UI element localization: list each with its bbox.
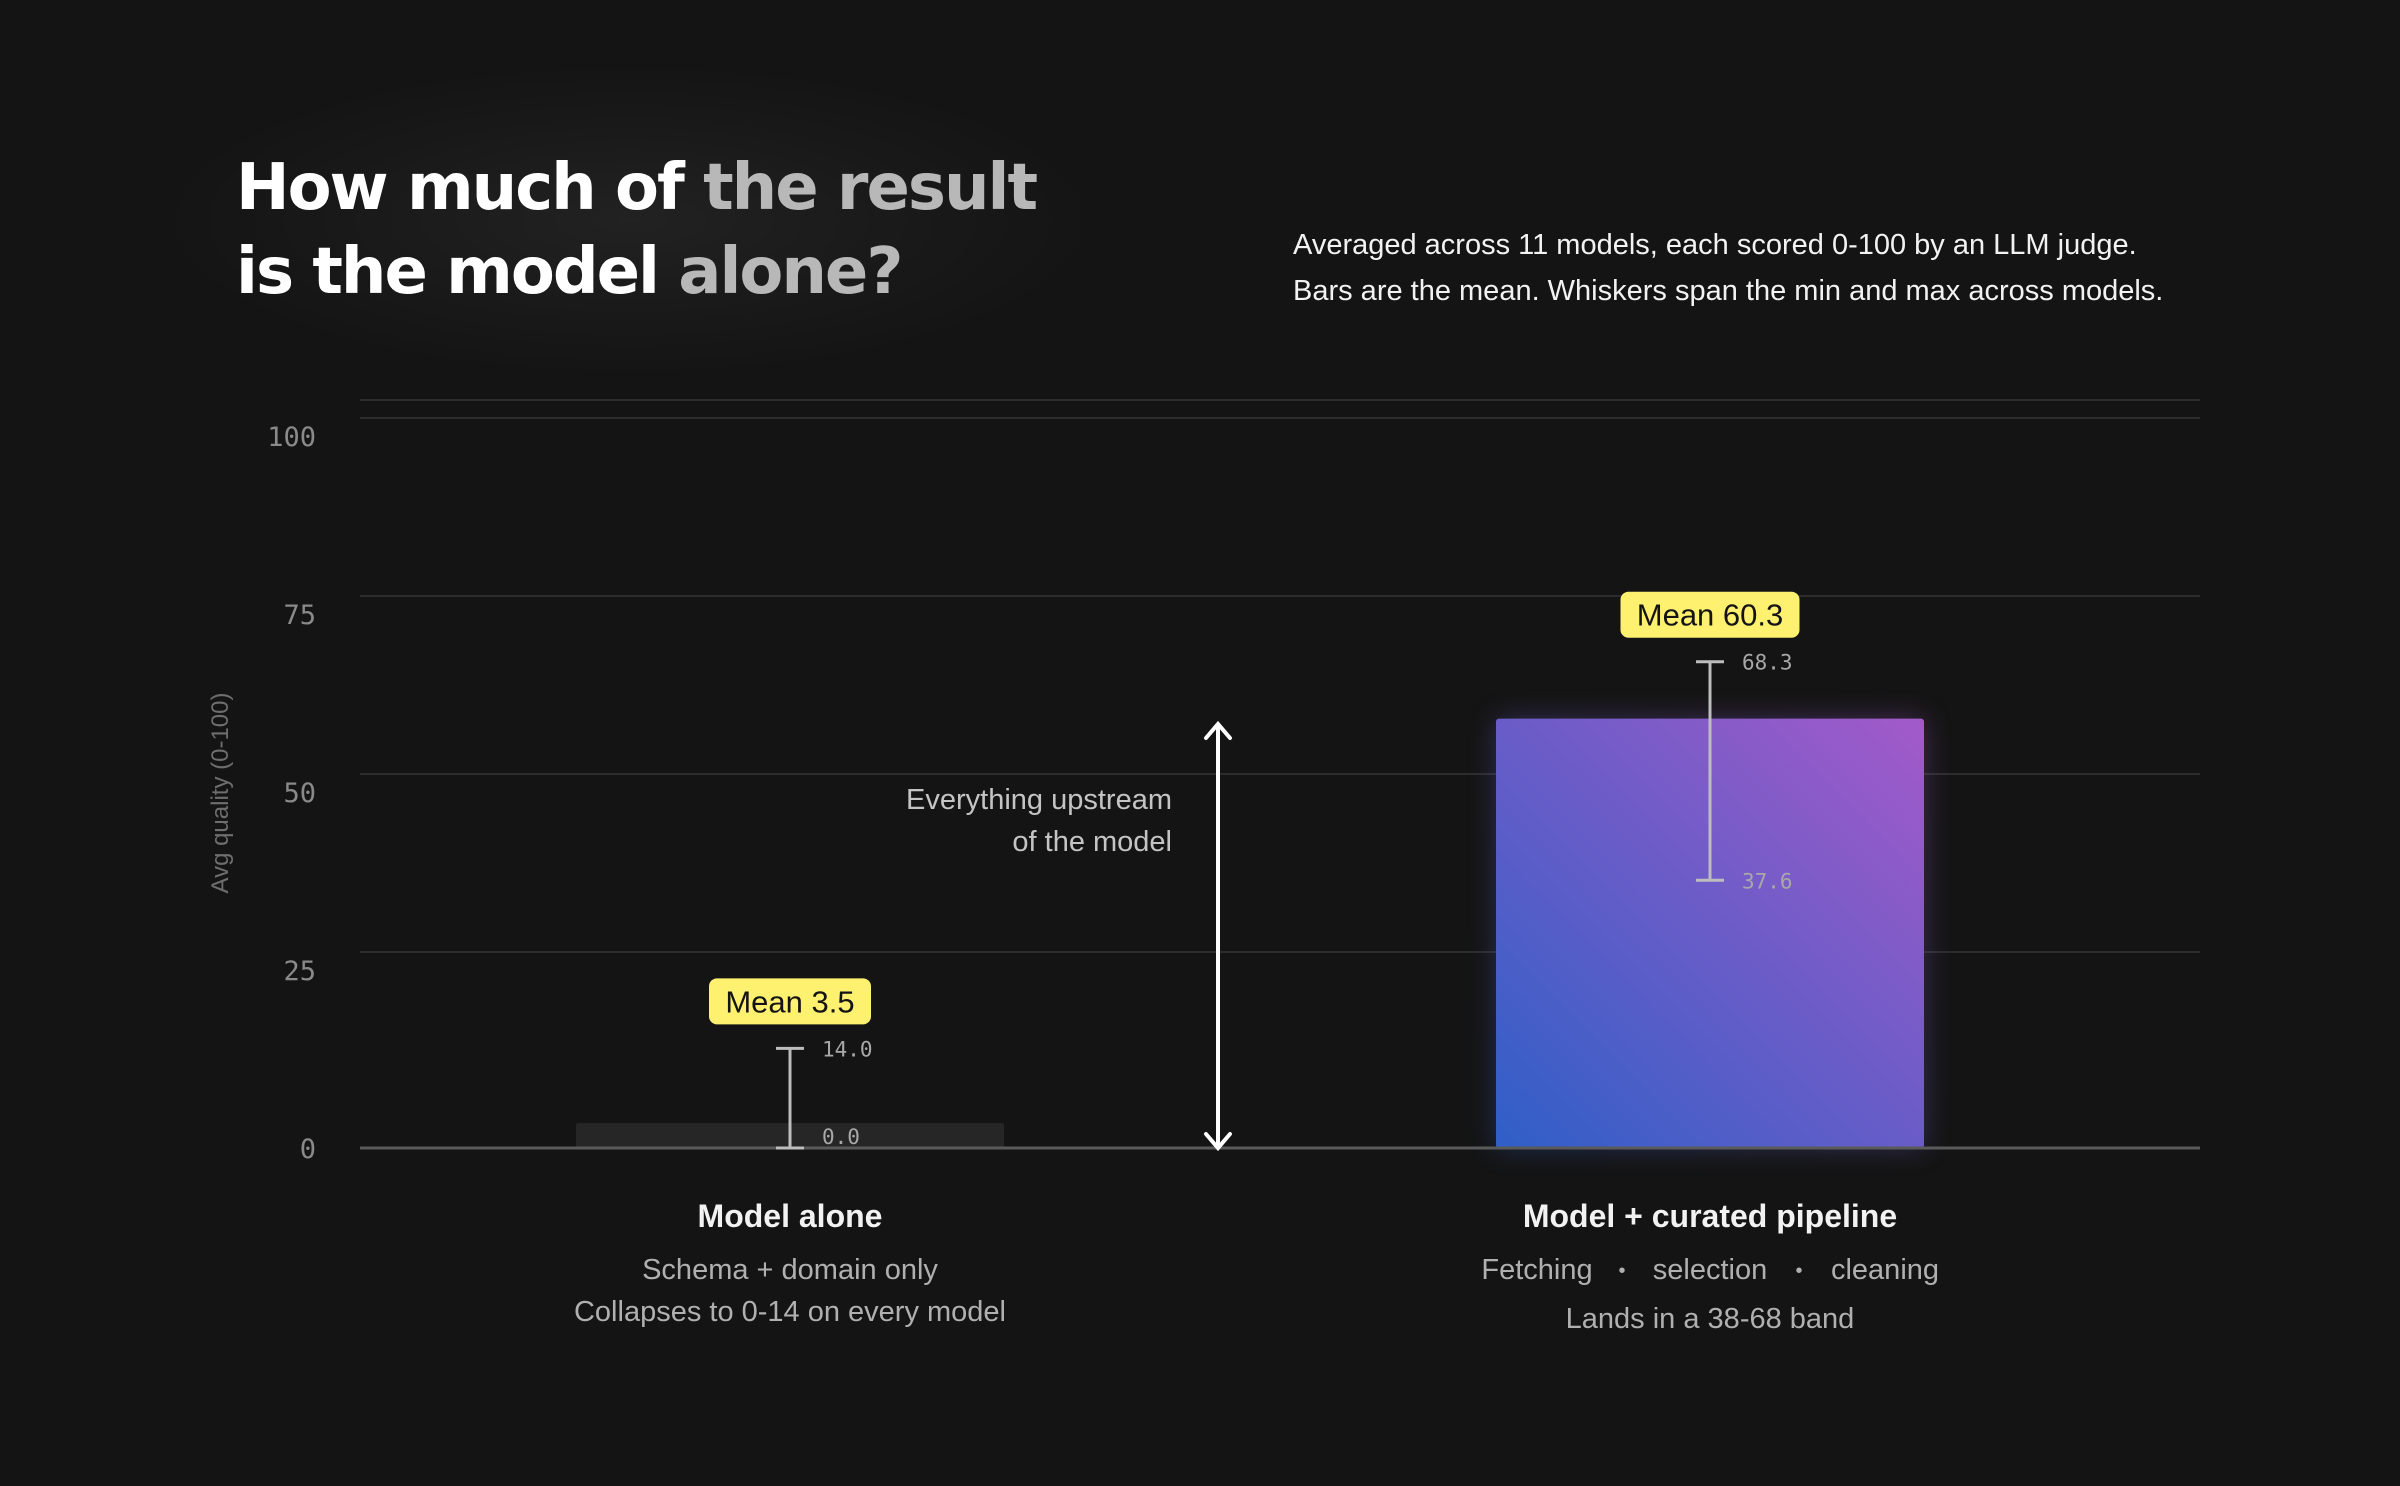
y-tick-label: 100 <box>267 422 316 453</box>
mean-badge-label: Mean 60.3 <box>1637 598 1784 633</box>
caption-separator: • <box>1618 1260 1625 1282</box>
category-title: Model + curated pipeline <box>1523 1198 1897 1234</box>
upstream-annotation: Everything upstream <box>906 784 1172 816</box>
mean-badge <box>1620 591 1800 638</box>
whisker-min-label: 37.6 <box>1742 869 1793 893</box>
y-axis-label: Avg quality (0-100) <box>207 693 234 894</box>
y-tick-label: 75 <box>283 600 316 631</box>
y-axis-ticks: 0 25 50 75 100 Avg quality (0-100) <box>207 422 316 1165</box>
whiskers: 14.0 0.0 68.3 37.6 <box>776 651 1793 1150</box>
title-line-2-bright: is the model <box>236 235 660 309</box>
whisker-min-label: 0.0 <box>822 1125 860 1149</box>
category-caption: Collapses to 0-14 on every model <box>574 1296 1006 1328</box>
title-line-1-dim: the result <box>682 151 1038 225</box>
subtitle-line-2: Bars are the mean. Whiskers span the min… <box>1293 275 2164 307</box>
y-tick-label: 50 <box>283 778 316 809</box>
caption-item: cleaning <box>1831 1254 1939 1286</box>
upstream-arrow-head-top <box>1204 720 1232 740</box>
y-tick-label: 25 <box>283 956 316 987</box>
mean-badge-label: Mean 3.5 <box>725 984 854 1019</box>
category-caption: Schema + domain only <box>642 1254 938 1286</box>
category-caption: Lands in a 38-68 band <box>1566 1303 1855 1335</box>
title-line-2-dim: alone? <box>657 235 903 309</box>
title-line-1-bright: How much of <box>236 151 685 225</box>
subtitle-line-1: Averaged across 11 models, each scored 0… <box>1293 229 2137 261</box>
chart-subtitle: Averaged across 11 models, each scored 0… <box>1293 222 2163 314</box>
whisker-max-label: 68.3 <box>1742 651 1793 675</box>
y-tick-label: 0 <box>300 1134 316 1165</box>
mean-badge <box>709 978 871 1025</box>
category-title: Model alone <box>698 1198 883 1234</box>
upstream-annotation: of the model <box>1012 826 1172 858</box>
caption-separator: • <box>1795 1260 1802 1282</box>
labels: Mean 3.5 Model alone Mean 60.3 Model + cura… <box>574 591 1939 1335</box>
title-line-2: is the model alone? <box>236 230 1036 314</box>
caption-item: Fetching <box>1481 1254 1592 1286</box>
bar-model-pipeline <box>1496 718 1924 1148</box>
upstream-arrow-head-bottom <box>1204 1132 1232 1152</box>
caption-item: selection <box>1653 1254 1767 1286</box>
bars <box>576 718 1924 1148</box>
title-line-1: How much of the result <box>236 146 1038 230</box>
whisker-max-label: 14.0 <box>822 1037 873 1061</box>
chart-title: How much of the result is the model alon… <box>236 146 1038 314</box>
